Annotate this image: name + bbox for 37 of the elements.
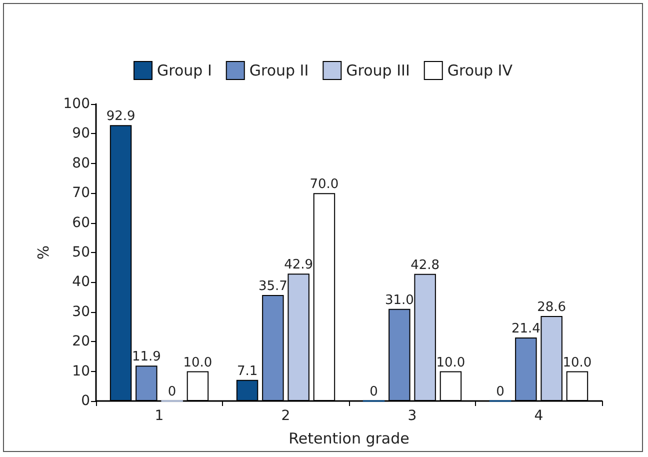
x-tick-label: 3 <box>408 408 417 424</box>
y-tick-label: 90 <box>72 126 90 142</box>
y-tick-label: 50 <box>72 244 90 260</box>
legend-label: Group III <box>346 62 410 80</box>
x-tick-label: 4 <box>534 408 544 424</box>
data-label: 10.0 <box>183 355 212 370</box>
data-label: 70.0 <box>310 177 339 192</box>
y-tick-label: 100 <box>63 96 90 112</box>
legend-label: Group II <box>249 62 309 80</box>
y-tick-label: 0 <box>81 393 90 409</box>
y-tick-label: 30 <box>72 304 90 320</box>
x-tick-label: 1 <box>154 408 164 424</box>
y-tick-label: 60 <box>72 214 90 231</box>
data-label: 0 <box>496 384 504 400</box>
y-tick-label: 80 <box>72 155 90 172</box>
legend-label: Group I <box>157 62 212 80</box>
data-label: 10.0 <box>436 355 466 370</box>
data-label: 0 <box>370 384 378 400</box>
data-label: 11.9 <box>132 350 161 365</box>
y-axis-title: % <box>34 245 52 260</box>
y-tick-label: 10 <box>72 363 90 380</box>
data-label: 92.9 <box>106 109 136 124</box>
data-label: 0 <box>168 384 176 400</box>
legend-label: Group IV <box>447 62 514 80</box>
data-label: 21.4 <box>511 321 540 336</box>
data-label: 31.0 <box>384 292 414 308</box>
x-axis-title: Retention grade <box>288 430 410 448</box>
data-label: 28.6 <box>537 300 566 316</box>
x-tick-label: 2 <box>281 408 290 424</box>
y-tick-label: 70 <box>72 185 90 202</box>
y-tick-label: 20 <box>72 334 90 350</box>
y-tick-label: 40 <box>72 274 90 290</box>
data-label: 42.9 <box>284 258 314 273</box>
data-label: 42.8 <box>410 258 440 273</box>
data-label: 35.7 <box>258 278 288 294</box>
data-label: 10.0 <box>562 355 592 370</box>
data-label: 7.1 <box>236 364 258 379</box>
